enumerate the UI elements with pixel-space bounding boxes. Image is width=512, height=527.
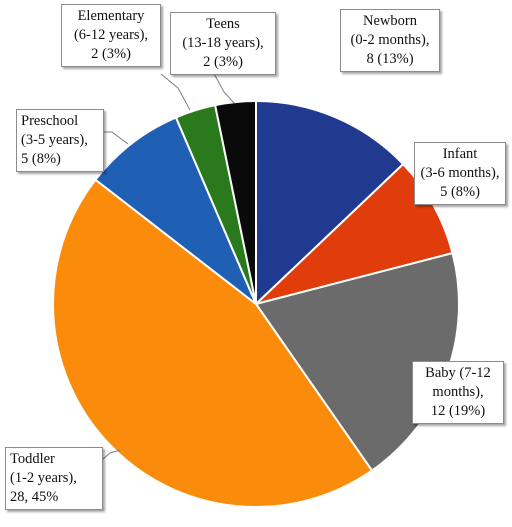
- label-preschool-line-1: Preschool: [21, 113, 79, 129]
- label-teens: Teens (13-18 years), 2 (3%): [170, 12, 276, 75]
- pie-slice-preschool: [94, 116, 257, 305]
- label-infant: Infant (3-6 months), 5 (8%): [414, 142, 506, 205]
- label-infant-line-1: Infant: [442, 146, 478, 162]
- callout-line-toddler: [102, 449, 121, 460]
- label-baby-line-2: months),: [432, 384, 484, 400]
- callout-line-elementary: [160, 73, 191, 111]
- label-elementary: Elementary (6-12 years), 2 (3%): [61, 4, 161, 67]
- label-elementary-line-3: 2 (3%): [91, 46, 131, 62]
- label-newborn-line-3: 8 (13%): [366, 51, 414, 67]
- label-toddler: Toddler (1-2 years), 28, 45%: [5, 447, 103, 510]
- label-baby: Baby (7-12 months), 12 (19%): [412, 361, 504, 424]
- label-infant-line-2: (3-6 months),: [420, 165, 500, 181]
- label-toddler-line-3: 28, 45%: [10, 489, 59, 505]
- label-newborn-line-2: (0-2 months),: [350, 32, 430, 48]
- label-toddler-line-2: (1-2 years),: [10, 470, 77, 486]
- label-newborn-line-1: Newborn: [363, 13, 417, 29]
- label-newborn: Newborn (0-2 months), 8 (13%): [340, 9, 440, 72]
- label-baby-line-3: 12 (19%): [430, 403, 486, 419]
- label-elementary-line-1: Elementary: [77, 8, 145, 24]
- pie-slice-newborn: [255, 100, 405, 305]
- label-toddler-line-1: Toddler: [10, 451, 55, 467]
- label-teens-line-1: Teens: [206, 16, 240, 32]
- label-teens-line-3: 2 (3%): [203, 54, 243, 70]
- callout-line-teens: [211, 69, 235, 104]
- label-teens-line-2: (13-18 years),: [182, 35, 264, 51]
- pie-slices: [52, 100, 460, 508]
- label-preschool-line-2: (3-5 years),: [21, 132, 88, 148]
- label-preschool: Preschool (3-5 years), 5 (8%): [16, 109, 104, 172]
- callout-lines: [102, 69, 235, 460]
- label-infant-line-3: 5 (8%): [440, 184, 480, 200]
- label-elementary-line-2: (6-12 years),: [73, 27, 149, 43]
- pie-slice-infant: [255, 163, 454, 305]
- pie-slice-toddler: [52, 178, 373, 508]
- label-preschool-line-3: 5 (8%): [21, 151, 61, 167]
- label-baby-line-1: Baby (7-12: [425, 365, 491, 381]
- callout-line-preschool: [104, 131, 129, 145]
- pie-slice-teens: [214, 100, 257, 305]
